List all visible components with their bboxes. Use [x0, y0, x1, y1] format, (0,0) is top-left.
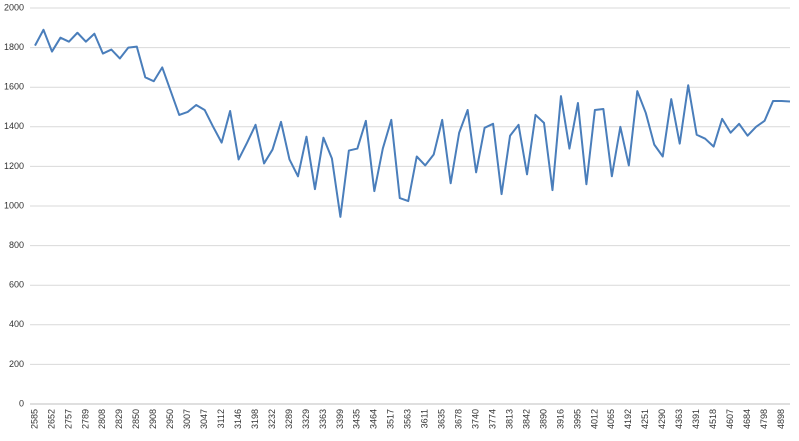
x-tick-label: 2908 — [148, 409, 158, 429]
x-tick-label: 2757 — [63, 409, 73, 429]
y-tick-label: 400 — [9, 319, 24, 329]
x-tick-label: 2829 — [114, 409, 124, 429]
y-tick-label: 1600 — [4, 82, 24, 92]
y-tick-label: 1000 — [4, 200, 24, 210]
x-tick-label: 3112 — [216, 409, 226, 428]
x-tick-label: 4012 — [589, 409, 599, 429]
x-tick-label: 4290 — [657, 409, 667, 429]
x-tick-label: 4518 — [708, 409, 718, 429]
x-tick-label: 3399 — [335, 409, 345, 429]
x-tick-label: 3890 — [538, 409, 548, 429]
data-line — [34, 28, 791, 218]
x-tick-label: 3813 — [504, 409, 514, 429]
x-tick-label: 3047 — [199, 409, 209, 429]
x-tick-label: 4192 — [623, 409, 633, 429]
x-tick-label: 4065 — [606, 409, 616, 429]
x-tick-label: 4898 — [776, 409, 786, 429]
x-tick-label: 3329 — [301, 409, 311, 429]
x-tick-label: 3635 — [437, 409, 447, 429]
y-tick-label: 1800 — [4, 42, 24, 52]
y-tick-label: 600 — [9, 280, 24, 290]
x-tick-label: 2652 — [46, 409, 56, 429]
x-tick-label: 4391 — [691, 409, 701, 429]
x-tick-label: 3517 — [386, 409, 396, 429]
x-tick-label: 3995 — [572, 409, 582, 429]
x-tick-label: 3007 — [182, 409, 192, 429]
x-tick-label: 3740 — [470, 409, 480, 429]
x-tick-label: 3464 — [369, 409, 379, 429]
x-tick-label: 2789 — [80, 409, 90, 429]
y-tick-label: 800 — [9, 240, 24, 250]
x-tick-label: 3363 — [318, 409, 328, 429]
x-tick-label: 3198 — [250, 409, 260, 429]
x-tick-label: 2585 — [29, 409, 39, 429]
x-tick-label: 2850 — [131, 409, 141, 429]
y-tick-label: 200 — [9, 359, 24, 369]
x-tick-label: 4363 — [674, 409, 684, 429]
x-tick-label: 3916 — [555, 409, 565, 429]
x-tick-label: 3289 — [284, 409, 294, 429]
x-tick-label: 4798 — [759, 409, 769, 429]
x-tick-label: 3774 — [487, 409, 497, 429]
x-tick-label: 3842 — [521, 409, 531, 429]
x-tick-label: 3232 — [267, 409, 277, 429]
x-tick-label: 3435 — [352, 409, 362, 429]
y-tick-label: 0 — [19, 398, 24, 408]
y-tick-label: 1200 — [4, 161, 24, 171]
x-tick-label: 3611 — [420, 409, 430, 428]
y-tick-label: 2000 — [4, 2, 24, 12]
y-tick-label: 1400 — [4, 121, 24, 131]
x-tick-label: 2950 — [165, 409, 175, 429]
x-tick-label: 4251 — [640, 409, 650, 429]
x-tick-label: 3563 — [403, 409, 413, 429]
x-tick-label: 3146 — [233, 409, 243, 429]
x-tick-label: 2808 — [97, 409, 107, 429]
x-tick-label: 4607 — [725, 409, 735, 429]
x-tick-label: 3678 — [454, 409, 464, 429]
x-tick-label: 4684 — [742, 409, 752, 429]
